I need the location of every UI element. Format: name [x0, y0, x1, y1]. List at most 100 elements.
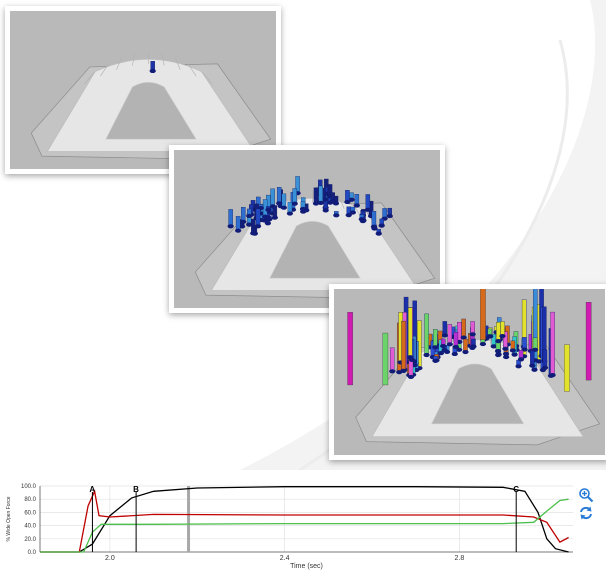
force-point: [531, 347, 539, 352]
force-point: [515, 364, 522, 369]
force-bar: [365, 194, 371, 210]
force-point: [386, 214, 393, 219]
force-point: [407, 374, 415, 380]
force-bar: [550, 311, 555, 376]
force-point: [541, 365, 549, 370]
force-point: [312, 201, 320, 206]
force-point: [280, 205, 288, 210]
x-tick-label: 2.0: [105, 555, 115, 562]
force-bar: [564, 344, 570, 392]
force-point: [470, 344, 477, 349]
force-point: [407, 355, 414, 360]
y-tick-label: 60.0: [24, 510, 36, 516]
force-point: [432, 358, 439, 363]
force-point: [511, 352, 518, 357]
force-point: [400, 368, 407, 373]
track-3d-view[interactable]: [174, 150, 440, 308]
force-point: [240, 219, 247, 224]
force-point: [499, 334, 506, 339]
force-point: [286, 211, 294, 216]
force-bar: [461, 318, 466, 338]
y-tick-label: 40.0: [24, 524, 36, 530]
force-point: [437, 351, 445, 356]
force-point: [495, 339, 502, 344]
force-point: [441, 333, 448, 338]
force-point: [375, 231, 382, 236]
force-point: [345, 213, 352, 218]
force-point: [317, 200, 324, 206]
force-bar: [500, 321, 505, 337]
force-point: [353, 203, 360, 208]
track-3d-view[interactable]: [10, 11, 276, 169]
force-point: [502, 346, 509, 351]
force-bar: [241, 207, 246, 222]
track-3d-svg: [30, 51, 272, 160]
force-bar: [347, 312, 353, 386]
force-point: [529, 363, 536, 368]
y-axis-label: % Wide Open Force: [6, 496, 12, 541]
force-bar: [255, 208, 261, 227]
force-point: [503, 354, 510, 360]
track-infield: [105, 82, 197, 140]
event-marker-label: B: [133, 485, 139, 494]
track-infield: [431, 363, 525, 425]
force-bar: [276, 187, 282, 204]
force-point: [462, 349, 469, 355]
force-point: [490, 344, 497, 349]
force-bar: [235, 216, 241, 231]
force-bar: [585, 302, 592, 381]
force-bar: [318, 185, 323, 204]
force-point: [451, 351, 458, 357]
force-bar: [530, 350, 535, 366]
force-bar: [433, 329, 438, 348]
force-point: [261, 218, 268, 223]
x-axis-label: Time (sec): [290, 563, 323, 570]
force-point: [432, 345, 439, 350]
refresh-icon[interactable]: [578, 505, 594, 521]
force-point: [364, 207, 371, 212]
force-bar: [480, 289, 486, 340]
force-bar: [408, 307, 413, 358]
force-point: [276, 201, 283, 206]
force-point: [469, 332, 476, 337]
track-view-panel-3[interactable]: [329, 284, 606, 460]
force-point: [441, 348, 448, 353]
event-marker-label: A: [89, 485, 95, 494]
force-point: [452, 344, 459, 350]
force-point: [227, 224, 234, 229]
force-time-chart[interactable]: 0.0 20.0 40.0 60.0 80.0 100.0 2.0 2.4 2.8 Time (s…: [0, 478, 606, 573]
track-3d-view[interactable]: [334, 289, 605, 455]
force-bar: [496, 322, 501, 342]
track-infield: [269, 221, 361, 279]
force-point: [322, 208, 329, 213]
force-point: [349, 210, 356, 215]
force-point: [549, 373, 556, 378]
track-view-panel-1[interactable]: [5, 6, 281, 174]
force-point: [509, 348, 517, 353]
force-point: [358, 217, 365, 222]
force-point: [262, 214, 269, 219]
force-point: [370, 224, 378, 229]
force-bar: [292, 188, 297, 204]
force-point: [531, 367, 538, 372]
force-bar: [447, 324, 453, 345]
force-bar: [424, 313, 429, 356]
force-bar: [442, 321, 448, 336]
event-marker-label: C: [513, 485, 519, 494]
force-point: [479, 341, 487, 347]
force-point: [329, 199, 336, 204]
x-tick-label: 2.4: [280, 555, 290, 562]
force-point: [271, 215, 278, 220]
series-line: [40, 489, 569, 553]
force-point: [344, 199, 351, 205]
force-point: [423, 352, 430, 358]
series-line: [40, 486, 569, 553]
force-bar: [453, 332, 459, 348]
y-tick-label: 80.0: [24, 497, 36, 503]
force-point: [446, 342, 453, 347]
force-bar: [313, 187, 319, 204]
force-point: [460, 335, 467, 340]
zoom-in-icon[interactable]: [578, 487, 594, 503]
force-bar: [382, 332, 389, 386]
force-point: [235, 228, 242, 233]
